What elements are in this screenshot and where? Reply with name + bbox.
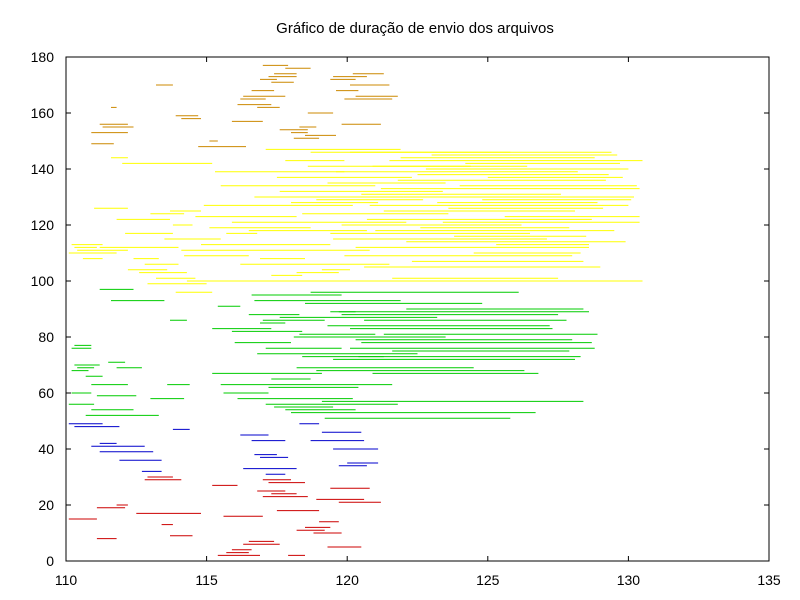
y-tick-label: 60 [38, 385, 54, 401]
y-tick-label: 180 [31, 49, 55, 65]
plot-area [65, 56, 770, 562]
x-tick-label: 110 [55, 572, 78, 588]
x-tick-label: 115 [195, 572, 218, 588]
y-tick-label: 140 [31, 161, 55, 177]
segments [68, 64, 643, 556]
y-tick-label: 20 [38, 497, 54, 513]
x-axis: 110 115 120 125 130 135 [55, 57, 781, 588]
y-axis: 0 20 40 60 80 100 120 140 160 180 [31, 49, 769, 569]
x-tick-label: 120 [336, 572, 360, 588]
chart-title: Gráfico de duração de envio dos arquivos [276, 20, 554, 37]
y-tick-label: 40 [38, 441, 54, 457]
x-tick-label: 135 [757, 572, 781, 588]
y-tick-label: 80 [38, 329, 54, 345]
x-tick-label: 125 [476, 572, 500, 588]
y-tick-label: 120 [31, 217, 55, 233]
y-tick-label: 160 [31, 105, 55, 121]
y-tick-label: 100 [31, 273, 55, 289]
x-tick-label: 130 [617, 572, 641, 588]
y-tick-label: 0 [46, 553, 54, 569]
